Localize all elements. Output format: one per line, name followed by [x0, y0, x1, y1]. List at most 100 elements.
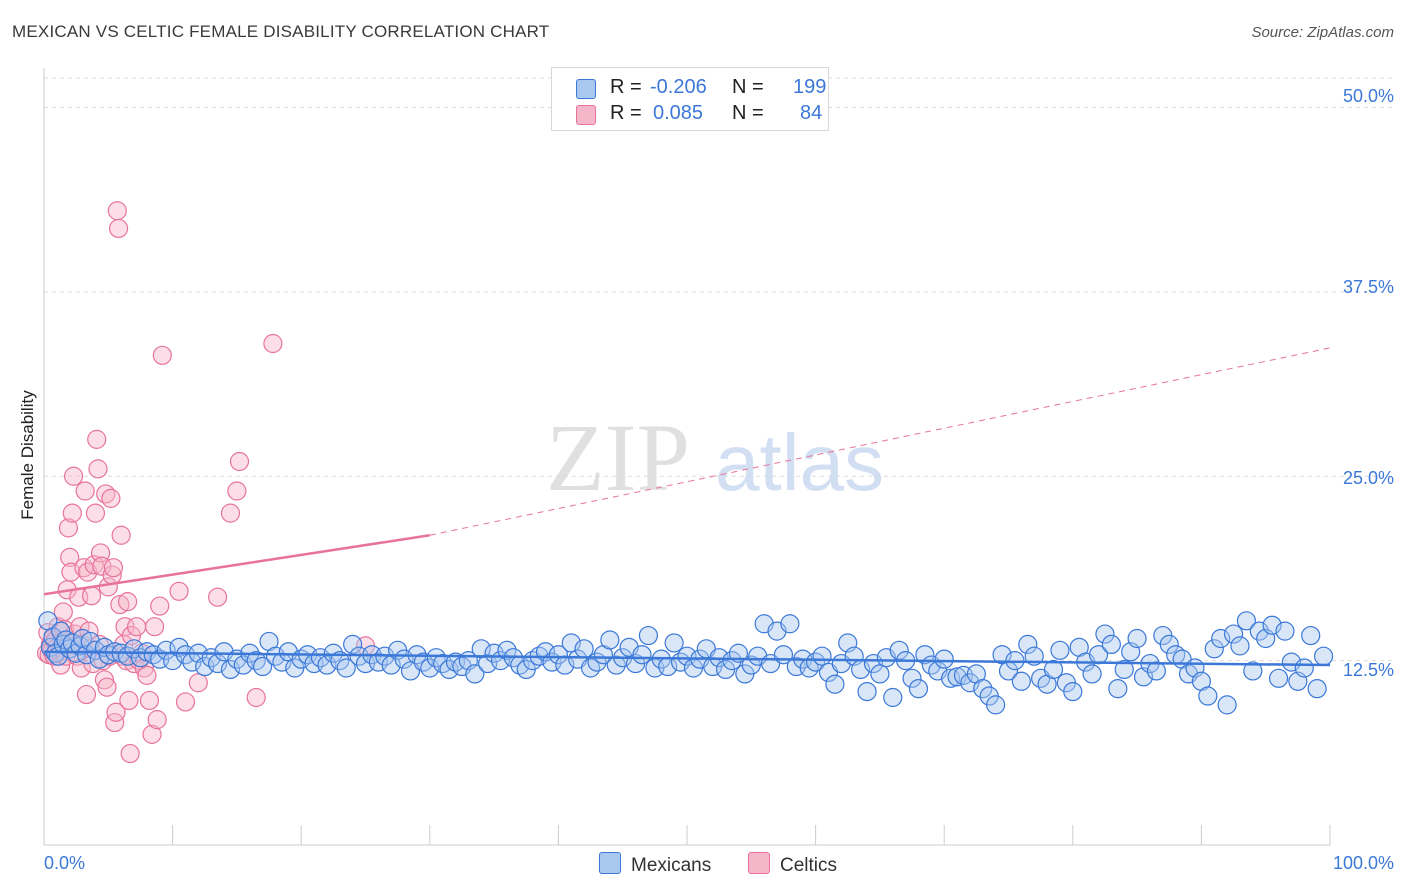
legend-swatch-celtics: [748, 852, 770, 874]
mexican-point: [1095, 624, 1115, 644]
mexican-point: [1063, 681, 1083, 702]
legend-r-value: -0.206: [650, 76, 707, 98]
celtic-point: [81, 586, 102, 606]
mexican-point: [1313, 646, 1334, 666]
mexican-point: [330, 651, 350, 671]
mexican-point: [870, 664, 890, 684]
celtic-point: [229, 451, 250, 472]
legend-n-value: 84: [800, 102, 823, 124]
mexican-point: [606, 655, 626, 675]
mexican-point: [336, 658, 356, 678]
celtic-point: [220, 503, 241, 523]
mexican-point: [973, 679, 993, 699]
mexican-point: [1011, 671, 1031, 691]
celtics-points: [36, 201, 376, 764]
mexican-point: [1223, 624, 1244, 644]
mexican-point: [902, 668, 922, 688]
x-tick-min: 0.0%: [44, 853, 86, 873]
celtic-point: [188, 673, 208, 693]
celtic-point: [126, 617, 147, 637]
celtic-point: [137, 665, 157, 685]
mexican-point: [1243, 661, 1263, 681]
legend-r-value: 0.085: [653, 102, 704, 124]
celtic-point: [175, 692, 196, 712]
mexican-point: [343, 634, 363, 655]
mexican-point: [1018, 634, 1038, 655]
mexican-point: [253, 656, 273, 677]
legend-swatch-pink: [576, 105, 596, 125]
celtic-point: [134, 658, 154, 678]
legend-n-label: N =: [732, 102, 764, 124]
correlation-legend: R = -0.206 N = 199 R = 0.085 N = 84: [551, 67, 829, 131]
celtic-point: [107, 201, 127, 221]
celtic-point: [97, 677, 117, 697]
celtic-point: [101, 488, 121, 508]
celtic-point: [85, 503, 106, 523]
legend-n-label: N =: [732, 76, 764, 98]
mexican-point: [497, 640, 517, 660]
mexican-point: [1146, 661, 1166, 681]
celtic-point: [75, 481, 95, 501]
mexican-point: [722, 651, 742, 671]
mexican-point: [1204, 639, 1224, 659]
mexican-point: [883, 687, 903, 708]
celtic-point: [144, 617, 165, 637]
celtic-point: [119, 690, 139, 711]
celtic-point: [208, 587, 228, 607]
mexican-point: [889, 640, 909, 660]
celtic-point: [169, 581, 189, 601]
celtic-point: [108, 218, 129, 239]
celtic-point: [111, 525, 131, 545]
mexican-point: [986, 695, 1006, 715]
mexican-point: [1108, 679, 1128, 699]
mexican-point: [1050, 640, 1070, 660]
mexican-point: [1236, 611, 1257, 631]
celtic-point: [152, 345, 172, 365]
axes: [43, 68, 1331, 846]
celtic-point: [103, 558, 124, 578]
celtic-point: [58, 518, 79, 538]
grid-lines: [44, 77, 1392, 662]
trend-lines: [43, 347, 1331, 667]
watermark-zip: ZIP: [546, 404, 690, 511]
mexican-point: [89, 649, 109, 669]
celtic-point: [106, 702, 126, 722]
celtic-point: [120, 743, 140, 764]
celtic-point: [263, 333, 283, 354]
celtic-point: [88, 459, 108, 479]
celtic-point: [147, 710, 167, 730]
mexican-point: [310, 648, 331, 668]
legend-swatch-blue: [576, 79, 596, 99]
mexican-point: [915, 645, 935, 665]
mexican-point: [323, 643, 343, 663]
legend-r-label: R =: [610, 76, 642, 98]
mexican-point: [1043, 659, 1064, 680]
celtic-point: [87, 429, 107, 449]
mexican-point: [600, 630, 620, 650]
mexican-point: [857, 681, 877, 702]
y-tick-37-5: 37.5%: [1342, 277, 1394, 297]
mexican-point: [664, 633, 684, 653]
legend-swatch-mexicans: [599, 852, 621, 874]
legend-item-celtics: Celtics: [748, 852, 837, 877]
mexican-point: [1294, 658, 1314, 678]
mexicans-trend-line: [43, 650, 1331, 667]
mexican-point: [780, 614, 800, 634]
mexican-point: [812, 646, 832, 666]
mexican-point: [233, 655, 253, 675]
mexican-point: [1217, 695, 1237, 715]
celtic-point: [117, 592, 138, 612]
celtic-point: [105, 712, 125, 733]
mexican-point: [825, 674, 845, 694]
celtic-point: [84, 555, 104, 575]
legend-r-label: R =: [610, 102, 642, 124]
celtic-point: [246, 687, 266, 708]
mexican-point: [1082, 664, 1102, 684]
mexican-point: [1301, 625, 1321, 646]
celtic-point: [150, 596, 170, 616]
source-label: Source: ZipAtlas.com: [1251, 24, 1394, 41]
mexican-point: [72, 628, 93, 649]
x-tick-max: 100.0%: [1332, 853, 1394, 873]
celtic-point: [227, 481, 247, 501]
